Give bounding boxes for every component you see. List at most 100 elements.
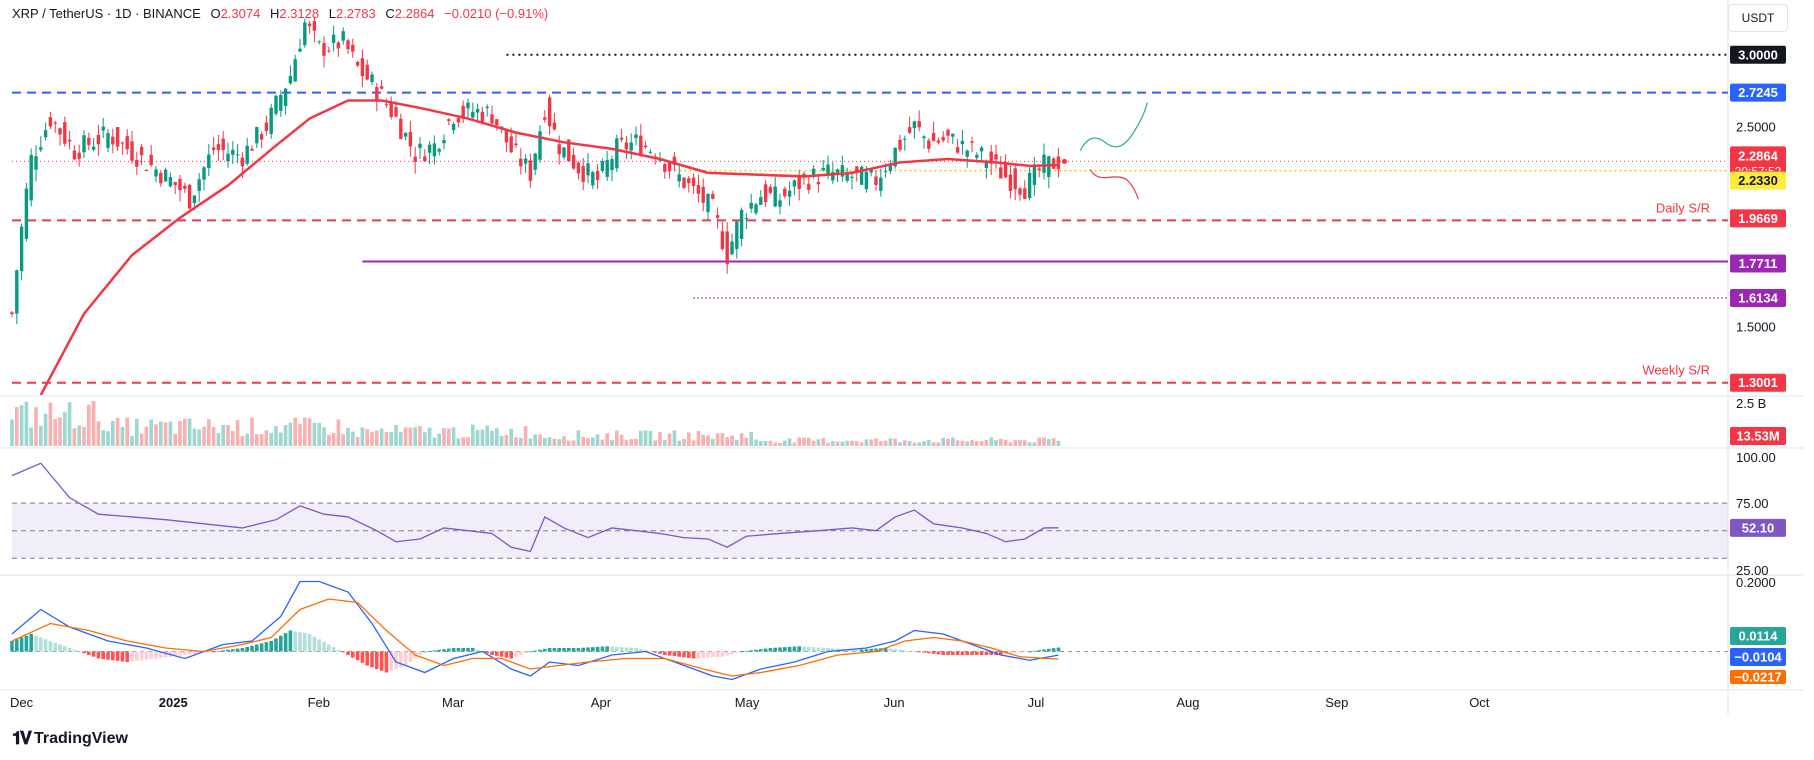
macd-histogram-bar [355, 651, 360, 661]
tradingview-logo[interactable]: 𝟏𝐕 TradingView [12, 728, 128, 749]
macd-histogram-bar [936, 651, 941, 655]
candle-body [955, 147, 960, 153]
candle-body [787, 190, 792, 197]
price-badge[interactable]: 3.0000 [1730, 45, 1786, 64]
volume-bar [941, 437, 945, 446]
macd-histogram-bar [1051, 648, 1056, 652]
candle-body [864, 171, 869, 190]
volume-bar [125, 417, 129, 446]
time-tick-label: Aug [1176, 695, 1199, 710]
macd-histogram-bar [576, 648, 581, 652]
symbol-title[interactable]: XRP / TetherUS · 1D · BINANCE [12, 6, 201, 21]
volume-bar [101, 430, 105, 446]
candle-body [274, 95, 278, 114]
volume-bar [82, 427, 86, 446]
currency-button[interactable]: USDT [1728, 4, 1788, 32]
signal-line[interactable] [11, 598, 1059, 677]
price-badge[interactable]: 52.10 [1730, 518, 1786, 537]
volume-bar [269, 432, 273, 446]
macd-histogram-bar [519, 651, 523, 655]
volume-bar [567, 440, 571, 446]
candle-body [802, 173, 806, 176]
volume-bar [965, 441, 969, 446]
candle-body [735, 221, 739, 249]
volume-bar [1027, 442, 1032, 446]
volume-bar [643, 430, 648, 446]
macd-histogram-bar [907, 650, 912, 652]
volume-bar [504, 435, 509, 446]
price-badge[interactable]: 13.53M [1730, 427, 1786, 445]
volume-bar [1056, 440, 1061, 446]
volume-bar [327, 434, 331, 446]
volume-bar [360, 427, 365, 446]
price-badge[interactable]: −0.0217 [1730, 670, 1786, 685]
price-badge[interactable]: 2.7245 [1730, 83, 1786, 102]
price-badge[interactable]: 1.9669 [1730, 209, 1786, 228]
volume-bar [787, 438, 792, 446]
candle-body [591, 172, 595, 186]
price-badge-label: −0.0104 [1734, 650, 1782, 665]
volume-bar [48, 402, 53, 446]
candle-body [821, 167, 825, 171]
price-tick-label: 2.5 B [1736, 396, 1766, 411]
macd-histogram-bar [53, 642, 57, 652]
macd-histogram-bar [447, 648, 451, 652]
macd-histogram-bar [1008, 651, 1013, 654]
rsi-line[interactable] [11, 462, 1059, 553]
volume-bar [341, 434, 345, 446]
candle-body [1042, 154, 1046, 173]
candle-body [29, 154, 33, 201]
candle-body [39, 147, 43, 150]
volume-bar [24, 401, 29, 446]
macd-histogram-bar [855, 649, 859, 652]
volume-bar [1003, 439, 1008, 446]
macd-histogram-bar [816, 647, 821, 652]
price-badge[interactable]: 1.6134 [1730, 289, 1786, 308]
volume-bar [15, 407, 19, 446]
arrow-down-path [1089, 169, 1139, 200]
macd-histogram-bar [351, 651, 355, 658]
sma-line[interactable] [39, 99, 1059, 395]
macd-line[interactable] [11, 580, 1059, 681]
macd-histogram-bar [571, 648, 576, 652]
volume-bar [442, 428, 446, 446]
price-badge[interactable]: 1.7711 [1730, 254, 1786, 273]
candle-body [394, 107, 398, 117]
price-badge[interactable]: 1.3001 [1730, 373, 1786, 392]
macd-histogram-bar [327, 644, 331, 652]
candle-body [408, 131, 413, 147]
price-badge[interactable]: 2.2330 [1730, 171, 1786, 190]
candle-body [399, 118, 403, 140]
macd-histogram-bar [1023, 651, 1027, 653]
macd-histogram-bar [331, 647, 336, 652]
volume-bar [427, 427, 432, 446]
volume-bar [365, 429, 369, 446]
price-badge[interactable]: −0.0104 [1730, 648, 1786, 666]
volume-bar [499, 436, 504, 446]
volume-bar [346, 427, 350, 446]
price-badge[interactable]: 0.0114 [1730, 627, 1786, 645]
macd-histogram-bar [303, 633, 307, 652]
volume-bar [130, 436, 134, 446]
macd-histogram-bar [207, 651, 211, 653]
chart-legend[interactable]: XRP / TetherUS · 1D · BINANCE O2.3074 H2… [12, 6, 548, 21]
macd-histogram-bar [125, 651, 129, 662]
candle-body [317, 41, 321, 43]
candle-body [677, 174, 681, 182]
candle-body [547, 97, 552, 127]
high-value: 2.3128 [279, 6, 320, 21]
price-badge-bg [1730, 83, 1786, 102]
candle-body [1051, 158, 1056, 169]
macd-histogram-bar [735, 651, 739, 653]
macd-histogram-bar [658, 651, 662, 654]
macd-histogram-bar [979, 651, 984, 655]
macd-histogram-bar [749, 650, 753, 652]
volume-bar [677, 440, 681, 446]
candle-body [67, 139, 72, 142]
volume-bar [471, 424, 475, 446]
volume-bar [778, 443, 782, 446]
candle-body [1032, 165, 1037, 185]
macd-histogram-bar [394, 651, 398, 669]
level-annotation: Weekly S/R [1642, 363, 1710, 378]
